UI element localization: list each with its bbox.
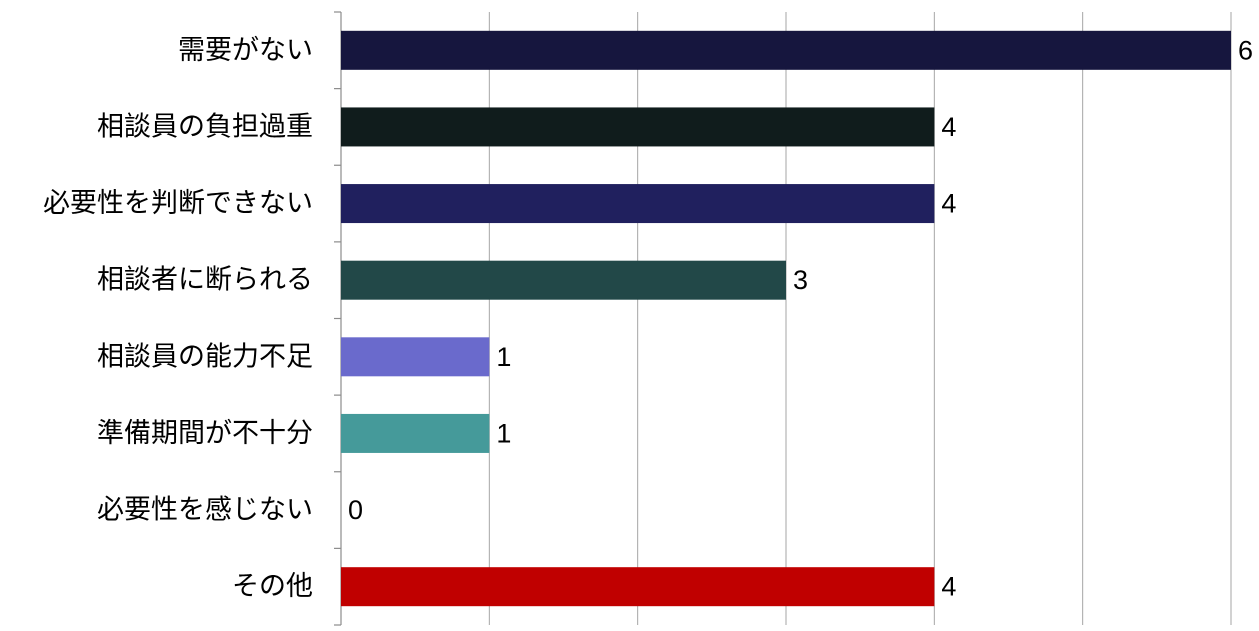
category-label: 需要がない <box>178 35 313 66</box>
data-label: 3 <box>793 265 808 295</box>
category-label: その他 <box>232 571 313 602</box>
category-label: 必要性を感じない <box>97 495 313 526</box>
gridlines <box>488 12 1232 625</box>
category-label: 相談者に断られる <box>97 265 313 296</box>
bar <box>341 184 935 224</box>
data-label: 4 <box>941 112 956 142</box>
bar <box>341 413 490 453</box>
data-label: 1 <box>496 418 511 448</box>
data-label: 4 <box>941 572 956 602</box>
bar <box>341 107 935 147</box>
bar <box>341 30 1231 70</box>
category-label: 準備期間が不十分 <box>97 418 313 449</box>
category-labels: 需要がない相談員の負担過重必要性を判断できない相談者に断られる相談員の能力不足準… <box>43 35 313 602</box>
data-label: 6 <box>1238 35 1253 65</box>
category-label: 相談員の能力不足 <box>97 341 313 372</box>
data-label: 0 <box>348 495 363 525</box>
bars <box>341 30 1231 607</box>
data-labels: 6 4 4 3 1 1 0 4 <box>348 35 1253 601</box>
bar <box>341 260 786 300</box>
bar <box>341 567 935 607</box>
bar <box>341 337 490 377</box>
data-label: 4 <box>941 189 956 219</box>
category-label: 必要性を判断できない <box>43 188 313 219</box>
category-axis <box>334 11 342 626</box>
data-label: 1 <box>496 342 511 372</box>
category-label: 相談員の負担過重 <box>97 111 313 142</box>
